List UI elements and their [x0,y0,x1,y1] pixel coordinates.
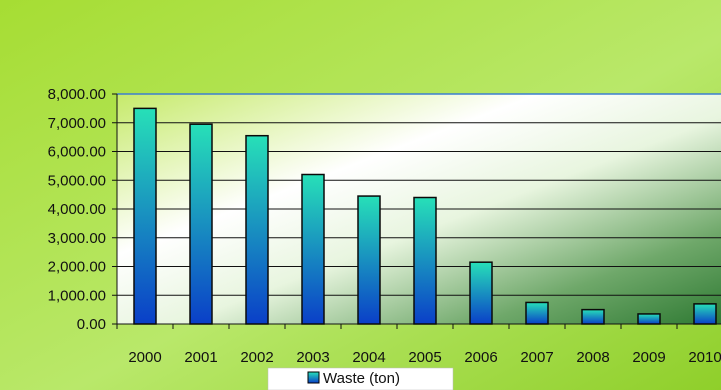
y-tick-label: 2,000.00 [48,259,106,276]
x-tick-label: 2003 [296,349,329,366]
x-tick-label: 2004 [352,349,385,366]
x-tick-label: 2001 [184,349,217,366]
y-tick-label: 4,000.00 [48,201,106,218]
x-tick-label: 2008 [576,349,609,366]
y-tick-label: 7,000.00 [48,115,106,132]
x-tick-label: 2000 [128,349,161,366]
x-tick-label: 2005 [408,349,441,366]
y-tick-label: 5,000.00 [48,172,106,189]
x-axis: 2000 2001 2002 2003 2004 2005 2006 2007 2008 2009… [116,323,721,366]
x-tick-label: 2007 [520,349,553,366]
x-tick-label: 2010 [688,349,721,366]
x-tick-label: 2009 [632,349,665,366]
y-tick-label: 0.00 [77,316,106,333]
bar-2000 [133,107,157,325]
bar-2005 [413,196,437,325]
legend: Waste (ton) [267,367,454,390]
bar-2008 [581,308,605,325]
bar-2010 [693,303,717,325]
x-tick-label: 2006 [464,349,497,366]
bar-2002 [245,134,269,325]
y-tick-label: 1,000.00 [48,287,106,304]
y-tick-label: 6,000.00 [48,144,106,161]
y-tick-label: 3,000.00 [48,230,106,247]
bar-2006 [469,261,493,325]
bar-2007 [525,301,549,325]
bar-2009 [637,313,661,325]
bar-2003 [301,173,325,325]
x-tick-label: 2002 [240,349,273,366]
bars [133,107,717,325]
y-axis: 0.00 1,000.00 2,000.00 3,000.00 4,000.00 5,00… [48,86,118,333]
legend-swatch [307,371,320,384]
y-tick-label: 8,000.00 [48,86,106,103]
bar-2001 [189,123,213,325]
bar-2004 [357,195,381,325]
legend-label: Waste (ton) [323,370,400,387]
